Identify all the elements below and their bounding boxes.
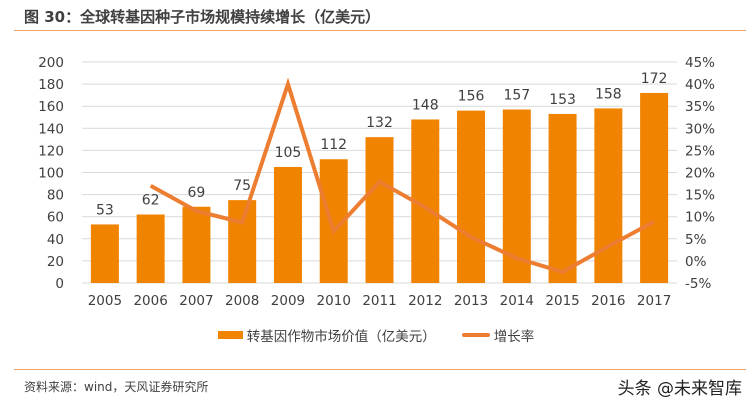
x-tick-label: 2012: [408, 293, 442, 309]
right-tick-label: 45%: [685, 55, 715, 71]
bar: [640, 92, 669, 283]
legend-bar-label: 转基因作物市场价值（亿美元）: [246, 329, 436, 345]
left-tick-label: 160: [38, 99, 64, 115]
bar: [365, 137, 394, 283]
left-tick-label: 180: [38, 77, 64, 93]
bar-data-label: 62: [142, 192, 160, 208]
right-tick-label: 30%: [685, 121, 715, 137]
bar-data-label: 156: [458, 89, 485, 105]
left-tick-label: 140: [38, 121, 64, 137]
x-tick-label: 2015: [545, 293, 579, 309]
bar: [594, 108, 623, 283]
x-tick-label: 2006: [133, 293, 167, 309]
legend-item-bar: 转基因作物市场价值（亿美元）: [217, 325, 436, 345]
x-tick-label: 2014: [500, 293, 534, 309]
watermark: 头条 @未来智库: [617, 379, 742, 399]
legend-item-line: 增长率: [461, 325, 535, 345]
chart: 0 20 40 60 80 100 120 140 160 180 200 -5% 0% 5% 10% 15%…: [38, 55, 715, 309]
bar: [228, 200, 257, 283]
bar-data-label: 153: [549, 92, 576, 108]
bar-data-label: 75: [233, 178, 251, 194]
bar-data-label: 112: [320, 137, 347, 153]
footer-divider: [14, 369, 746, 370]
left-tick-label: 20: [47, 254, 64, 270]
x-tick-label: 2009: [271, 293, 305, 309]
bar-data-label: 158: [595, 86, 622, 102]
left-tick-label: 40: [47, 232, 64, 248]
bar: [136, 214, 165, 283]
right-tick-label: 15%: [685, 188, 715, 204]
bar-data-label: 53: [96, 202, 114, 218]
right-tick-label: 0%: [685, 254, 707, 270]
source-note: 资料来源：wind，天风证券研究所: [24, 380, 209, 394]
growth-rate-line: [149, 77, 656, 275]
left-tick-label: 60: [47, 210, 64, 226]
x-tick-label: 2016: [591, 293, 625, 309]
legend-line-label: 增长率: [493, 329, 535, 345]
title-divider: [14, 30, 746, 31]
figure-title: 图 30：全球转基因种子市场规模持续增长（亿美元）: [24, 8, 381, 26]
bar: [182, 206, 211, 283]
x-tick-label: 2008: [225, 293, 259, 309]
right-tick-label: 25%: [685, 143, 715, 159]
left-tick-label: 80: [47, 188, 64, 204]
left-tick-label: 0: [55, 276, 64, 292]
x-tick-label: 2017: [637, 293, 671, 309]
bar-data-label: 132: [366, 115, 393, 131]
x-tick-label: 2010: [317, 293, 351, 309]
x-tick-label: 2005: [88, 293, 122, 309]
x-tick-label: 2011: [362, 293, 396, 309]
legend-bar-swatch: [217, 331, 243, 339]
bar: [548, 113, 577, 283]
bar-data-label: 69: [188, 185, 206, 201]
bar-data-label: 172: [641, 71, 668, 87]
legend-line-swatch: [461, 333, 490, 337]
right-tick-label: 10%: [685, 210, 715, 226]
bar: [273, 166, 302, 283]
legend: 转基因作物市场价值（亿美元） 增长率: [0, 325, 752, 345]
bar: [90, 224, 119, 283]
right-tick-label: -5%: [685, 276, 711, 292]
right-tick-label: 5%: [685, 232, 707, 248]
right-tick-label: 20%: [685, 166, 715, 182]
bar-data-label: 157: [503, 88, 530, 104]
x-tick-label: 2013: [454, 293, 488, 309]
bar-data-label: 148: [412, 97, 439, 113]
bar-data-label: 105: [275, 145, 302, 161]
left-tick-label: 200: [38, 55, 64, 71]
right-tick-label: 35%: [685, 99, 715, 115]
x-tick-label: 2007: [179, 293, 213, 309]
right-tick-label: 40%: [685, 77, 715, 93]
bar: [457, 110, 486, 284]
left-tick-label: 120: [38, 143, 64, 159]
left-tick-label: 100: [38, 166, 64, 182]
